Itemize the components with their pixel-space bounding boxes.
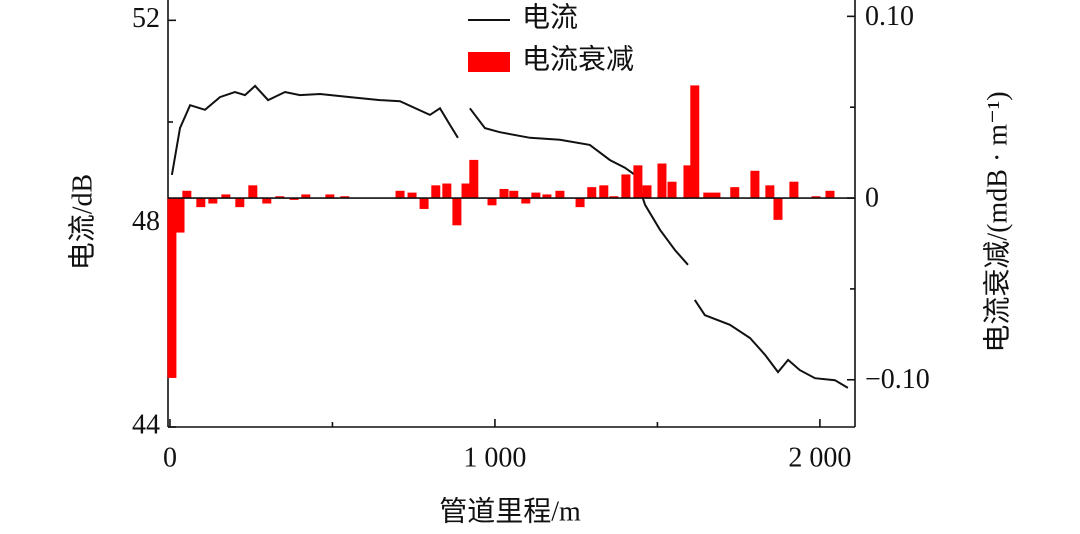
bar [825, 190, 835, 199]
bar [407, 192, 417, 199]
bar [667, 181, 677, 199]
x-axis-label: 管道里程/m [439, 495, 581, 527]
bar [431, 185, 441, 199]
bar [182, 190, 192, 199]
bar [419, 198, 429, 209]
bar [542, 194, 552, 199]
bar [683, 165, 693, 199]
y-tick-label: 44 [132, 409, 160, 440]
bar [599, 185, 609, 199]
y2-tick-label: 0 [865, 182, 879, 213]
bar [248, 185, 258, 199]
bar [452, 198, 462, 226]
bar [325, 194, 335, 199]
y2-tick-label: −0.10 [865, 364, 930, 395]
bar [690, 85, 700, 199]
bar [208, 198, 218, 204]
bar [521, 198, 531, 204]
bar [262, 198, 272, 204]
bar [642, 185, 652, 199]
bar [289, 198, 299, 200]
bar [442, 183, 452, 199]
legend-label: 电流衰减 [522, 43, 634, 75]
bar [587, 187, 597, 199]
line [170, 84, 849, 389]
x-tick-label: 0 [163, 442, 177, 473]
bar [750, 170, 760, 199]
y2-axis-label: 电流衰减/(mdB · m⁻¹) [981, 91, 1013, 352]
bar [657, 163, 667, 199]
legend-swatch [468, 52, 510, 72]
bar [499, 188, 509, 199]
bar [395, 190, 405, 199]
bar [196, 198, 206, 208]
x-tick-label: 2 000 [788, 442, 851, 473]
legend-label: 电流 [522, 1, 578, 33]
bar [711, 192, 721, 199]
bar [789, 181, 799, 199]
bar [235, 198, 245, 208]
bar [167, 198, 177, 378]
bar [531, 192, 541, 199]
bar [703, 192, 713, 199]
y-axis-label: 电流/dB [66, 174, 98, 270]
bar [301, 194, 311, 199]
bar [340, 196, 350, 199]
y-tick-label: 52 [132, 3, 160, 34]
bar [487, 198, 497, 206]
y2-tick-label: 0.10 [865, 1, 914, 32]
y-tick-label: 48 [132, 206, 160, 237]
bar [275, 196, 285, 199]
bar [633, 165, 643, 199]
bar [811, 196, 821, 199]
bar [555, 190, 565, 199]
x-tick-label: 1 000 [463, 442, 526, 473]
bar [461, 183, 471, 199]
bar [469, 159, 479, 199]
bar [175, 198, 185, 233]
bar [609, 196, 619, 199]
bar [765, 185, 775, 199]
bar [621, 174, 631, 199]
bar [773, 198, 783, 220]
bar [730, 187, 740, 199]
bar [509, 190, 519, 199]
bar [575, 198, 585, 208]
bar [221, 194, 231, 199]
